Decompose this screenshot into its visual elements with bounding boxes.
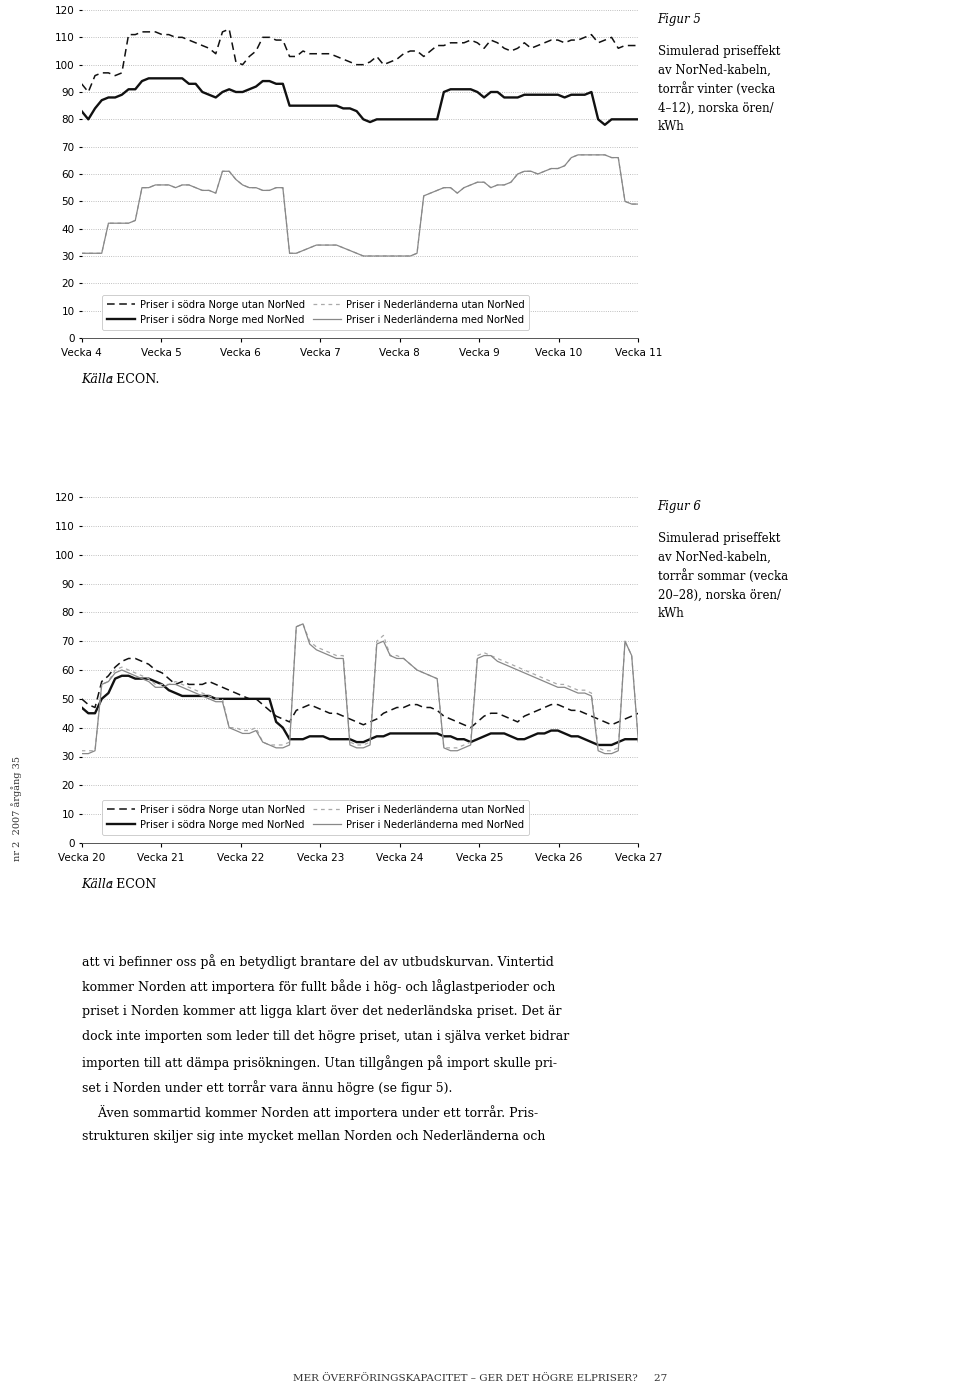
Text: Källa: Källa xyxy=(82,372,114,386)
Text: importen till att dämpa prisökningen. Utan tillgången på import skulle pri-: importen till att dämpa prisökningen. Ut… xyxy=(82,1055,557,1069)
Text: : ECON: : ECON xyxy=(108,878,156,891)
Text: set i Norden under ett torrår vara ännu högre (se figur 5).: set i Norden under ett torrår vara ännu … xyxy=(82,1080,452,1094)
Legend: Priser i södra Norge utan NorNed, Priser i södra Norge med NorNed, Priser i Nede: Priser i södra Norge utan NorNed, Priser… xyxy=(102,294,529,330)
Text: priset i Norden kommer att ligga klart över det nederländska priset. Det är: priset i Norden kommer att ligga klart ö… xyxy=(82,1005,561,1018)
Text: kommer Norden att importera för fullt både i hög- och låglastperioder och: kommer Norden att importera för fullt bå… xyxy=(82,980,555,994)
Text: MER ÖVERFÖRINGSKAPACITET – GER DET HÖGRE ELPRISER?     27: MER ÖVERFÖRINGSKAPACITET – GER DET HÖGRE… xyxy=(293,1374,667,1383)
Text: Simulerad priseffekt
av NorNed-kabeln,
torrår vinter (vecka
4–12), norska ören/
: Simulerad priseffekt av NorNed-kabeln, t… xyxy=(658,45,780,134)
Text: Även sommartid kommer Norden att importera under ett torrår. Pris-: Även sommartid kommer Norden att importe… xyxy=(82,1105,538,1119)
Text: Figur 6: Figur 6 xyxy=(658,500,702,513)
Text: Figur 5: Figur 5 xyxy=(658,13,702,25)
Text: dock inte importen som leder till det högre priset, utan i själva verket bidrar: dock inte importen som leder till det hö… xyxy=(82,1030,569,1043)
Legend: Priser i södra Norge utan NorNed, Priser i södra Norge med NorNed, Priser i Nede: Priser i södra Norge utan NorNed, Priser… xyxy=(102,800,529,835)
Text: Simulerad priseffekt
av NorNed-kabeln,
torrår sommar (vecka
20–28), norska ören/: Simulerad priseffekt av NorNed-kabeln, t… xyxy=(658,533,788,620)
Text: att vi befinner oss på en betydligt brantare del av utbudskurvan. Vintertid: att vi befinner oss på en betydligt bran… xyxy=(82,955,554,969)
Text: nr 2  2007 årgång 35: nr 2 2007 årgång 35 xyxy=(12,756,22,861)
Text: Källa: Källa xyxy=(82,878,114,891)
Text: : ECON.: : ECON. xyxy=(108,372,160,386)
Text: strukturen skiljer sig inte mycket mellan Norden och Nederländerna och: strukturen skiljer sig inte mycket mella… xyxy=(82,1131,545,1143)
